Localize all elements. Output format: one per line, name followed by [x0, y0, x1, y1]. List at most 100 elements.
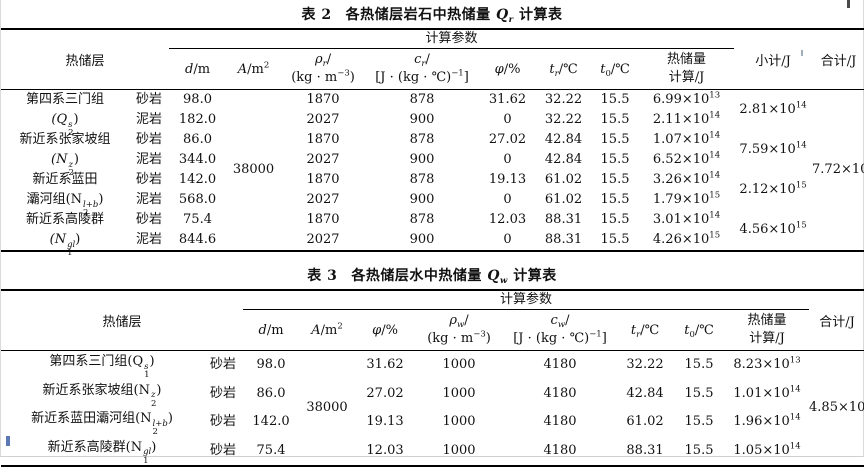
cell-density: 2027: [306, 192, 340, 207]
var-A: A: [311, 322, 321, 338]
cell-subtotal: 4.56×1015: [734, 210, 812, 251]
cell-density: 1870: [306, 212, 340, 227]
symbol-sup: gl: [143, 447, 152, 458]
unit-c-exponent: −1: [451, 68, 464, 79]
cell-reservoir-temp: 88.31: [544, 212, 583, 227]
table-row: 热储层 计算参数 小计/J 合计/J: [1, 29, 864, 69]
symbol-sup: l+b: [83, 199, 99, 210]
symbol-sub: 2: [68, 168, 74, 179]
unit-A-exponent: 2: [337, 321, 343, 332]
table-row: 新近系张家坡组 (N z 2) 砂岩 86.0 1870 878 27.02 42.…: [1, 130, 864, 177]
table-row: 新近系蓝田 灞河组(N l+b 2) 砂岩 142.0 1870 878 19.13…: [1, 170, 864, 217]
unit-rho-exponent: −3: [337, 68, 350, 79]
cell-heat-capacity: 878: [409, 212, 435, 227]
cell-heat-storage: 6.99×1013: [639, 90, 734, 111]
value-exponent: 14: [709, 210, 721, 221]
cell-base-temp: 15.5: [600, 192, 630, 207]
symbol-close: ): [151, 439, 157, 455]
value-exponent: 15: [709, 230, 721, 241]
header-base-temp: t0/℃: [673, 310, 725, 351]
unit-c-close: ]: [463, 70, 469, 85]
cell-lithology: 泥岩: [136, 192, 163, 207]
cell-lithology: 砂岩: [136, 132, 163, 147]
symbol-close: ): [149, 354, 155, 369]
table-row: 泥岩 344.0 2027 900 0 42.84 15.5 6.52×1014: [1, 150, 864, 170]
header-reservoir: 热储层: [102, 315, 142, 330]
cell-heat-capacity: 4180: [543, 442, 577, 458]
cell-base-temp: 15.5: [600, 132, 630, 147]
cell-lithology: 砂岩: [210, 414, 237, 430]
var-c: c: [550, 313, 558, 329]
cell-heat-storage: 3.01×1014: [639, 210, 734, 230]
header-heat-storage-line2: 计算/J: [668, 70, 705, 85]
var-c: c: [414, 52, 422, 68]
header-reservoir-temp: tr/℃: [617, 310, 673, 351]
cell-reservoir-temp: 42.84: [544, 152, 583, 167]
symbol-sub: 2: [152, 427, 158, 438]
header-reservoir-temp: tr/℃: [536, 49, 591, 90]
cell-depth: 98.0: [256, 357, 286, 373]
value-exponent: 14: [795, 140, 807, 151]
table2-title: 表 2 各热储层岩石中热储量 Qr 计算表: [1, 0, 863, 28]
cell-heat-storage: 1.07×1014: [639, 130, 734, 150]
header-params-group: 计算参数: [169, 29, 735, 49]
table3-title-variable-sub: w: [500, 275, 508, 286]
value-mantissa: 7.72×10: [812, 162, 864, 177]
value-mantissa: 7.59×10: [739, 142, 796, 157]
value-mantissa: 6.52×10: [652, 152, 710, 167]
var-phi: φ: [494, 61, 504, 77]
formation-name: 新近系张家坡组: [19, 132, 111, 147]
formation-name: 第四系三门组(Q: [49, 354, 144, 369]
cell-heat-storage: 1.79×1015: [639, 190, 734, 210]
cell-reservoir-temp: 32.22: [544, 112, 583, 127]
symbol-base: (Q: [51, 112, 68, 127]
table3-title-variable: Q: [487, 268, 500, 284]
value-exponent: 14: [789, 441, 801, 452]
symbol-sub: 1: [67, 248, 73, 259]
var-c-sub: r: [421, 59, 426, 70]
cell-reservoir-temp: 88.31: [626, 442, 664, 458]
var-d: d: [184, 61, 194, 77]
formation-symbol: (N z 2): [1, 150, 129, 177]
cell-lithology: 砂岩: [210, 442, 237, 458]
formation-name-cell: 新近系高陵群(N gl 1): [1, 437, 203, 467]
var-t: t: [549, 61, 555, 77]
table2-title-text: 各热储层岩石中热储量: [345, 7, 496, 23]
cell-heat-storage: 3.26×1014: [639, 170, 734, 190]
cell-porosity: 31.62: [366, 357, 404, 373]
value-mantissa: 1.05×10: [733, 442, 790, 458]
symbol-sub: 1: [143, 455, 149, 466]
table2-body: 第四系三门组 (Q s 2) 砂岩 98.0 38000 1870 878 31.6…: [1, 90, 864, 257]
cell-porosity: 27.02: [366, 385, 404, 401]
cell-reservoir-temp: 61.02: [544, 172, 583, 187]
header-porosity: φ/%: [355, 310, 415, 351]
cell-heat-capacity: 900: [409, 232, 435, 247]
formation-name-cell: 新近系张家坡组 (N z 2): [1, 130, 129, 177]
scan-artifact-mark: [801, 50, 803, 56]
unit-rho-close: ): [485, 331, 491, 346]
value-mantissa: 8.23×10: [733, 357, 790, 373]
header-heat-storage-line2: 计算/J: [749, 331, 785, 346]
table3-title-tail: 计算表: [507, 268, 557, 284]
cell-base-temp: 15.5: [600, 172, 630, 187]
cell-heat-storage: 8.23×1013: [725, 351, 809, 380]
cell-reservoir-temp: 32.22: [626, 357, 664, 373]
table-row: 泥岩 844.6 2027 900 0 88.31 15.5 4.26×1015: [1, 230, 864, 251]
var-rho: ρ: [449, 313, 457, 329]
cell-porosity: 0: [503, 152, 512, 167]
cell-base-temp: 15.5: [684, 385, 714, 401]
cell-heat-storage: 2.11×1014: [639, 110, 734, 130]
symbol-sup: gl: [67, 239, 76, 250]
cell-heat-capacity: 878: [409, 132, 435, 147]
cell-porosity: 12.03: [366, 442, 404, 458]
unit-phi: /%: [381, 322, 398, 338]
cell-heat-capacity: 900: [409, 152, 435, 167]
value-mantissa: 6.99×10: [652, 92, 710, 107]
cell-heat-storage: 1.96×1014: [725, 408, 809, 437]
cell-base-temp: 15.5: [600, 232, 630, 247]
var-t0-sub: 0: [605, 68, 611, 79]
header-base-temp: t0/℃: [591, 49, 639, 90]
cell-lithology: 泥岩: [136, 232, 163, 247]
table-row: 新近系张家坡组(N z 2) 砂岩 86.0 27.02 1000 4180 42.…: [1, 380, 864, 409]
symbol-sup: l+b: [152, 418, 168, 429]
